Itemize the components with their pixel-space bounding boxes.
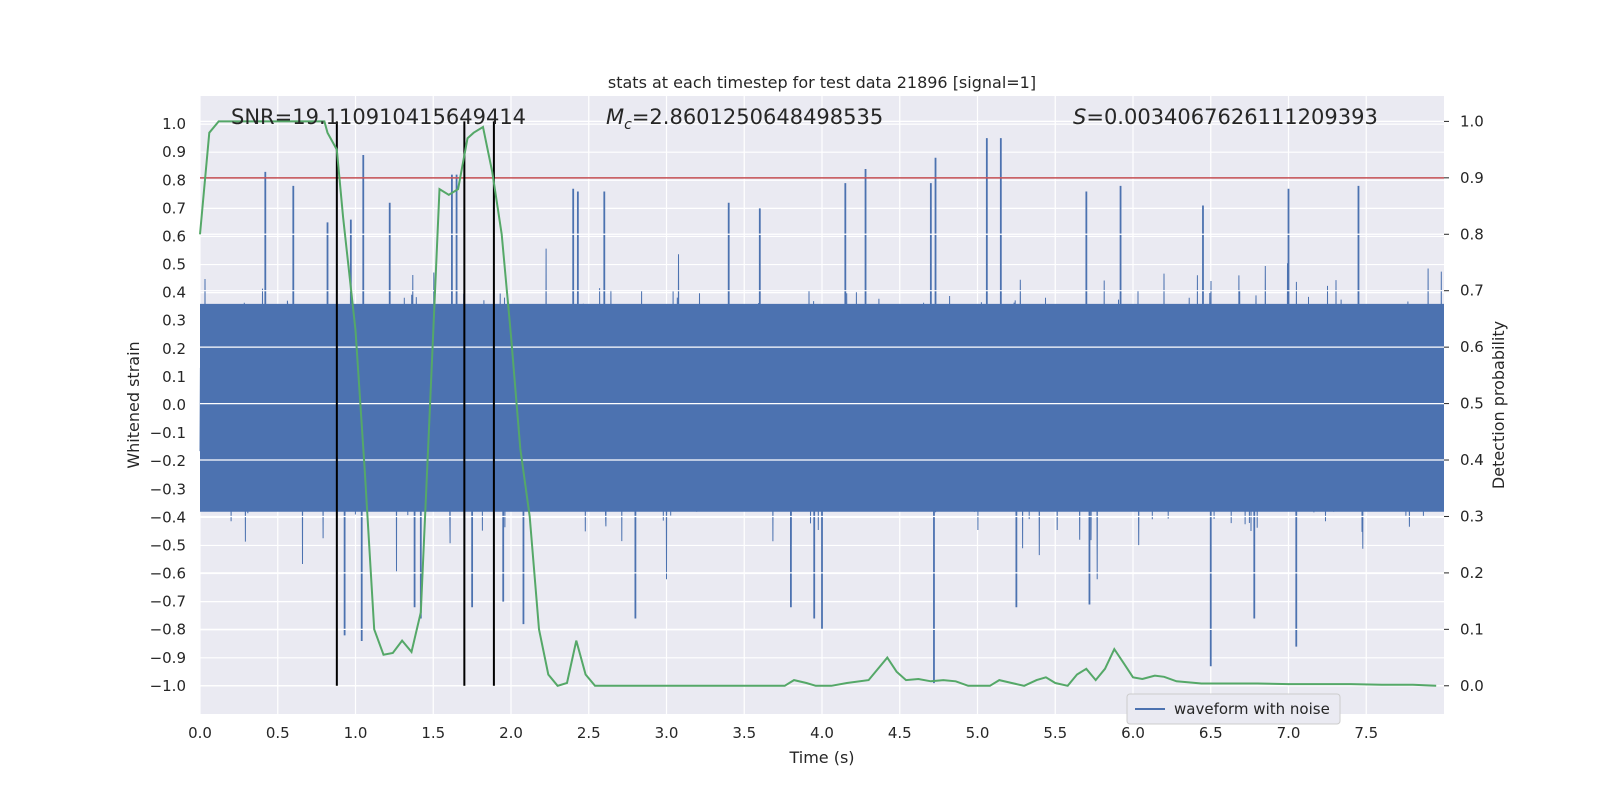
y-tick-label: 0.3 [162, 312, 186, 330]
y-tick-label: 0.9 [162, 143, 186, 161]
y-tick-label: 0.6 [162, 227, 186, 245]
y-tick-label: −0.6 [150, 565, 186, 583]
y2-tick-label: 0.4 [1460, 451, 1484, 469]
x-tick-label: 1.0 [344, 724, 368, 742]
y-tick-label: −0.3 [150, 480, 186, 498]
x-tick-labels: 0.0 0.5 1.0 1.5 2.0 2.5 3.0 3.5 4.0 4.5 5.0 5.5 6.0 6… [188, 724, 1378, 742]
chirp-mass-subscript: c [624, 117, 632, 133]
x-tick-label: 7.5 [1354, 724, 1378, 742]
y-tick-label: 0.4 [162, 284, 186, 302]
y2-tick-labels: 1.0 0.9 0.8 0.7 0.6 0.5 0.4 0.3 0.2 0.1 0.0 [1444, 112, 1484, 695]
y-tick-label: −1.0 [150, 677, 186, 695]
y-tick-label: 0.2 [162, 340, 186, 358]
y-tick-label: 0.8 [162, 171, 186, 189]
y-tick-label: −0.2 [150, 452, 186, 470]
legend-label: waveform with noise [1174, 700, 1330, 718]
y-tick-label: 0.0 [162, 396, 186, 414]
y2-tick-label: 0.8 [1460, 225, 1484, 243]
y-tick-label: 1.0 [162, 115, 186, 133]
y2-tick-label: 0.6 [1460, 338, 1484, 356]
x-tick-label: 3.5 [732, 724, 756, 742]
x-tick-label: 4.0 [810, 724, 834, 742]
x-tick-label: 4.5 [888, 724, 912, 742]
y-tick-label: −0.4 [150, 508, 186, 526]
y-tick-labels: 1.0 0.9 0.8 0.7 0.6 0.5 0.4 0.3 0.2 0.1 0.0 −0.1 −0.… [150, 115, 186, 695]
x-tick-label: 2.5 [577, 724, 601, 742]
x-tick-label: 0.0 [188, 724, 212, 742]
waveform-series [199, 138, 1444, 684]
y-tick-label: 0.1 [162, 368, 186, 386]
y2-tick-label: 0.5 [1460, 395, 1484, 413]
x-tick-label: 3.0 [655, 724, 679, 742]
chirp-mass-value: =2.8601250648498535 [632, 105, 883, 129]
x-tick-label: 5.0 [966, 724, 990, 742]
x-tick-label: 5.5 [1043, 724, 1067, 742]
y2-tick-label: 0.7 [1460, 282, 1484, 300]
x-tick-label: 6.5 [1199, 724, 1223, 742]
y-tick-label: −0.9 [150, 649, 186, 667]
y-axis-label: Whitened strain [124, 341, 143, 468]
legend-box [1126, 693, 1341, 725]
chirp-mass-symbol: M [606, 105, 624, 129]
y2-tick-label: 0.1 [1460, 620, 1484, 638]
x-tick-label: 7.0 [1277, 724, 1301, 742]
y2-tick-label: 0.3 [1460, 507, 1484, 525]
x-tick-label: 6.0 [1121, 724, 1145, 742]
y-tick-label: −0.5 [150, 536, 186, 554]
x-tick-label: 1.5 [421, 724, 445, 742]
x-axis-label: Time (s) [788, 748, 854, 767]
y-tick-label: −0.8 [150, 621, 186, 639]
detection-probability-line [199, 120, 1437, 687]
y2-tick-label: 0.2 [1460, 564, 1484, 582]
y-tick-label: 0.7 [162, 199, 186, 217]
statistic-value: =0.0034067626111209393 [1086, 105, 1378, 129]
y2-tick-label: 1.0 [1460, 112, 1484, 130]
overlays [199, 120, 1444, 687]
snr-annotation: SNR=19.110910415649414 [231, 105, 526, 129]
x-tick-label: 0.5 [266, 724, 290, 742]
y2-tick-label: 0.9 [1460, 169, 1484, 187]
y-tick-label: 0.5 [162, 256, 186, 274]
x-tick-label: 2.0 [499, 724, 523, 742]
y2-tick-label: 0.0 [1460, 677, 1484, 695]
y-tick-label: −0.1 [150, 424, 186, 442]
y-tick-label: −0.7 [150, 593, 186, 611]
statistic-symbol: S [1073, 105, 1086, 129]
chart-title: stats at each timestep for test data 218… [608, 73, 1036, 92]
chirp-mass-annotation: Mc=2.8601250648498535 [606, 105, 883, 133]
y2-axis-label: Detection probability [1489, 321, 1508, 489]
legend: waveform with noise [1126, 693, 1341, 725]
statistic-annotation: S=0.0034067626111209393 [1073, 105, 1378, 129]
